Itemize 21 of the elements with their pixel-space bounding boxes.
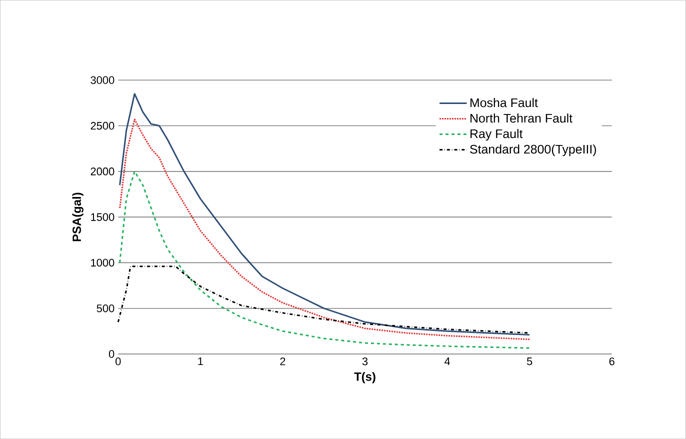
- legend-label: Standard 2800(TypeIII): [470, 144, 596, 156]
- x-tick-label: 2: [280, 357, 286, 366]
- x-tick-label: 1: [198, 357, 203, 365]
- legend-label: Ray Fault: [470, 128, 523, 141]
- y-tick-label: 2500: [90, 122, 114, 130]
- y-tick-label: 0: [108, 350, 114, 358]
- y-tick-label: 500: [96, 304, 114, 312]
- y-tick-label: 3000: [90, 76, 114, 84]
- y-axis-title: PSA(gal): [72, 192, 84, 242]
- y-tick-label: 1000: [91, 258, 114, 267]
- x-tick-label: 3: [362, 357, 368, 366]
- x-tick-label: 6: [609, 357, 614, 366]
- y-tick-label: 2000: [90, 167, 114, 176]
- x-tick-label: 0: [116, 357, 121, 366]
- x-tick-label: 4: [444, 357, 450, 365]
- legend-label: North Tehran Fault: [470, 113, 572, 123]
- line-series: [117, 266, 530, 334]
- x-tick-label: 5: [526, 357, 532, 366]
- x-axis-title: T(s): [354, 372, 376, 384]
- y-tick-label: 1500: [91, 213, 114, 221]
- legend-label: Mosha Fault: [470, 98, 538, 108]
